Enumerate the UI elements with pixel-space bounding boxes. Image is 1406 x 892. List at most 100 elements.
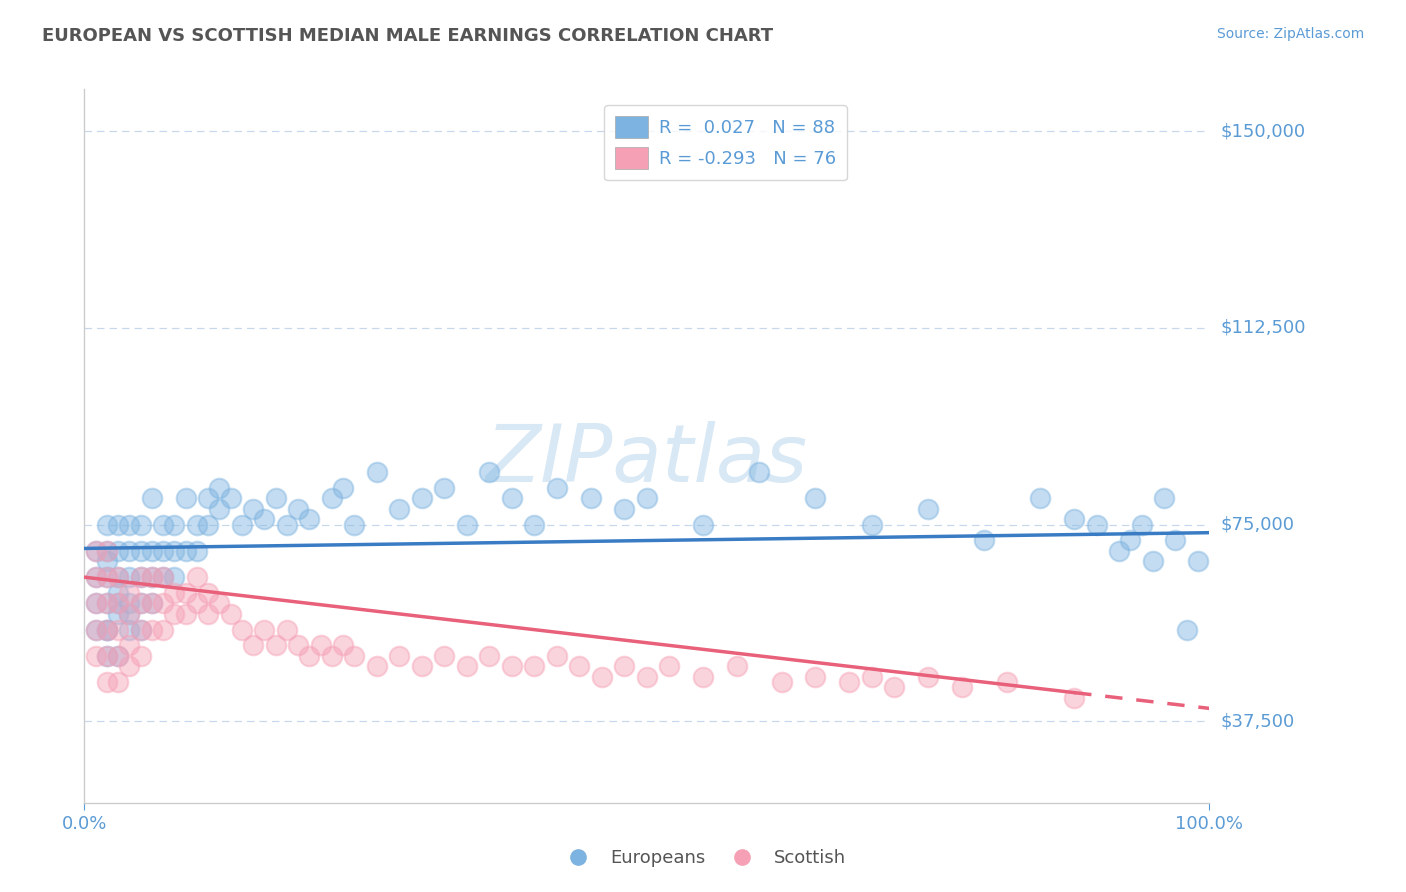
Point xyxy=(1063,690,1085,705)
Point xyxy=(860,670,883,684)
Point xyxy=(129,570,152,584)
Point xyxy=(163,570,186,584)
Point xyxy=(276,623,298,637)
Point xyxy=(163,544,186,558)
Point xyxy=(478,648,501,663)
Point xyxy=(804,670,827,684)
Point xyxy=(1153,491,1175,506)
Point xyxy=(309,639,332,653)
Point xyxy=(129,648,152,663)
Point xyxy=(264,639,287,653)
Point xyxy=(501,491,523,506)
Point xyxy=(129,570,152,584)
Point xyxy=(1119,533,1142,548)
Point xyxy=(321,491,343,506)
Point xyxy=(591,670,613,684)
Text: ZIPatlas: ZIPatlas xyxy=(485,421,808,500)
Point xyxy=(276,517,298,532)
Point xyxy=(242,639,264,653)
Point xyxy=(152,544,174,558)
Point xyxy=(1130,517,1153,532)
Point xyxy=(613,502,636,516)
Point xyxy=(141,596,163,610)
Point xyxy=(298,648,321,663)
Point xyxy=(1187,554,1209,568)
Point xyxy=(84,648,107,663)
Point xyxy=(197,586,219,600)
Point xyxy=(343,517,366,532)
Point xyxy=(692,670,714,684)
Text: EUROPEAN VS SCOTTISH MEDIAN MALE EARNINGS CORRELATION CHART: EUROPEAN VS SCOTTISH MEDIAN MALE EARNING… xyxy=(42,27,773,45)
Point xyxy=(163,586,186,600)
Point xyxy=(208,502,231,516)
Point xyxy=(242,502,264,516)
Point xyxy=(96,648,118,663)
Point xyxy=(658,659,681,673)
Point xyxy=(186,544,208,558)
Point xyxy=(343,648,366,663)
Point xyxy=(770,675,793,690)
Point xyxy=(129,517,152,532)
Point xyxy=(208,481,231,495)
Point xyxy=(152,596,174,610)
Point xyxy=(579,491,602,506)
Point xyxy=(118,517,141,532)
Point xyxy=(141,570,163,584)
Point xyxy=(96,554,118,568)
Text: $112,500: $112,500 xyxy=(1220,319,1306,337)
Point xyxy=(118,586,141,600)
Point xyxy=(186,570,208,584)
Point xyxy=(96,596,118,610)
Point xyxy=(456,517,478,532)
Legend: R =  0.027   N = 88, R = -0.293   N = 76: R = 0.027 N = 88, R = -0.293 N = 76 xyxy=(605,105,846,180)
Point xyxy=(129,544,152,558)
Point xyxy=(725,659,748,673)
Point xyxy=(141,570,163,584)
Point xyxy=(546,481,568,495)
Point xyxy=(107,596,129,610)
Point xyxy=(96,623,118,637)
Point xyxy=(129,596,152,610)
Point xyxy=(118,596,141,610)
Point xyxy=(163,517,186,532)
Point xyxy=(96,570,118,584)
Point xyxy=(96,544,118,558)
Point xyxy=(96,596,118,610)
Point xyxy=(197,517,219,532)
Point xyxy=(995,675,1018,690)
Point xyxy=(107,586,129,600)
Text: $37,500: $37,500 xyxy=(1220,713,1295,731)
Point xyxy=(96,623,118,637)
Point xyxy=(253,623,276,637)
Point xyxy=(748,465,770,479)
Point xyxy=(152,517,174,532)
Point xyxy=(107,607,129,621)
Point xyxy=(231,517,253,532)
Point xyxy=(321,648,343,663)
Point xyxy=(388,502,411,516)
Point xyxy=(174,607,197,621)
Point xyxy=(208,596,231,610)
Point xyxy=(152,570,174,584)
Point xyxy=(950,681,973,695)
Point xyxy=(883,681,905,695)
Point xyxy=(1164,533,1187,548)
Point xyxy=(523,517,546,532)
Point xyxy=(107,596,129,610)
Point xyxy=(174,586,197,600)
Point xyxy=(84,623,107,637)
Point xyxy=(433,481,456,495)
Point xyxy=(219,491,242,506)
Point xyxy=(107,570,129,584)
Point xyxy=(1175,623,1198,637)
Point xyxy=(84,596,107,610)
Point xyxy=(197,607,219,621)
Point xyxy=(118,607,141,621)
Point xyxy=(1063,512,1085,526)
Point xyxy=(107,544,129,558)
Point xyxy=(287,639,309,653)
Legend: Europeans, Scottish: Europeans, Scottish xyxy=(553,842,853,874)
Point xyxy=(84,596,107,610)
Point xyxy=(692,517,714,532)
Point xyxy=(332,481,354,495)
